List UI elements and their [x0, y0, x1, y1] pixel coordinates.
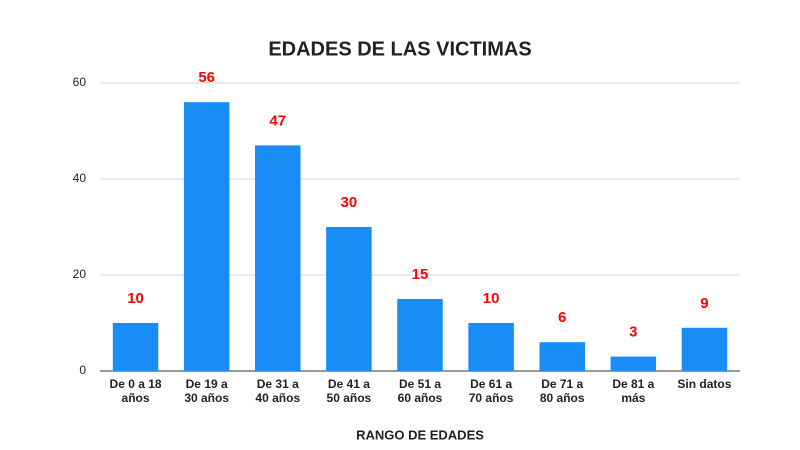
value-label: 3 — [629, 324, 637, 341]
x-tick-label: De 31 a 40 años — [255, 377, 300, 405]
value-label: 30 — [341, 194, 358, 211]
bar — [681, 327, 728, 371]
x-tick-label: De 0 a 18 años — [110, 377, 162, 405]
bar — [255, 145, 301, 371]
x-tick-label: De 81 a más — [612, 377, 654, 405]
y-tick-label: 20 — [73, 267, 87, 281]
bar — [468, 323, 514, 371]
value-label: 9 — [700, 295, 708, 312]
value-label: 10 — [483, 290, 500, 307]
bar — [183, 102, 230, 371]
bar — [539, 342, 585, 371]
bar — [326, 227, 372, 371]
x-tick-label: Sin datos — [677, 377, 731, 391]
value-label: 56 — [198, 69, 215, 86]
value-label: 15 — [412, 266, 429, 283]
y-tick-label: 60 — [73, 75, 87, 89]
x-axis-label: RANGO DE EDADES — [356, 427, 484, 442]
bar — [610, 356, 657, 371]
x-tick-label: De 19 a 30 años — [184, 377, 229, 405]
x-tick-label: De 51 a 60 años — [398, 377, 443, 405]
x-tick-label: De 71 a 80 años — [540, 377, 585, 405]
bar — [397, 299, 443, 371]
x-tick-label: De 41 a 50 años — [327, 377, 372, 405]
value-label: 10 — [127, 290, 144, 307]
y-tick-label: 40 — [73, 171, 87, 185]
bar — [112, 323, 159, 371]
y-tick-label: 0 — [79, 363, 86, 377]
chart-title: EDADES DE LAS VICTIMAS — [268, 38, 531, 60]
x-tick-label: De 61 a 70 años — [469, 377, 514, 405]
value-label: 47 — [269, 112, 286, 129]
value-label: 6 — [558, 309, 566, 326]
